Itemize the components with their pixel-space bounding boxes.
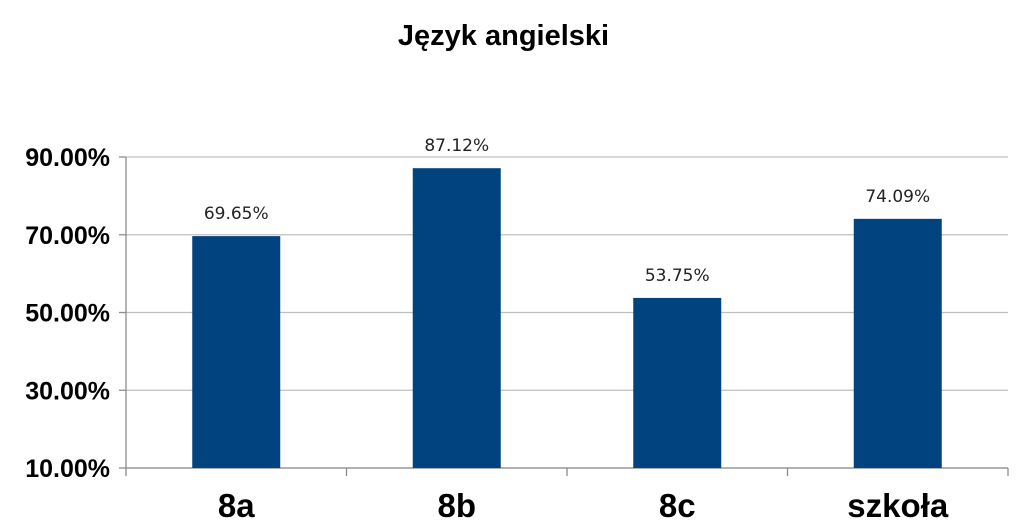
bar	[633, 297, 722, 468]
chart-title: Język angielski	[397, 20, 610, 52]
y-tick-label: 90.00%	[25, 144, 110, 172]
y-tick-label: 10.00%	[25, 455, 110, 483]
data-label: 53.75%	[645, 266, 710, 286]
x-tick-label: 8b	[437, 487, 476, 524]
data-label: 87.12%	[424, 136, 489, 156]
data-label: 74.09%	[865, 187, 930, 207]
y-tick-label: 70.00%	[25, 222, 110, 250]
x-tick-label: 8a	[218, 487, 255, 524]
bars	[192, 168, 942, 469]
y-tick-label: 50.00%	[25, 300, 110, 328]
bar	[853, 218, 942, 468]
y-tick-label: 30.00%	[25, 377, 110, 405]
x-tick-label: szkoła	[847, 487, 949, 524]
x-tick-label: 8c	[659, 487, 696, 524]
bar	[412, 168, 501, 469]
data-label: 69.65%	[204, 204, 269, 224]
labels: 10.00% 30.00% 50.00% 70.00% 90.00% 69.65% 8a 87…	[25, 136, 949, 524]
bar	[192, 236, 281, 468]
